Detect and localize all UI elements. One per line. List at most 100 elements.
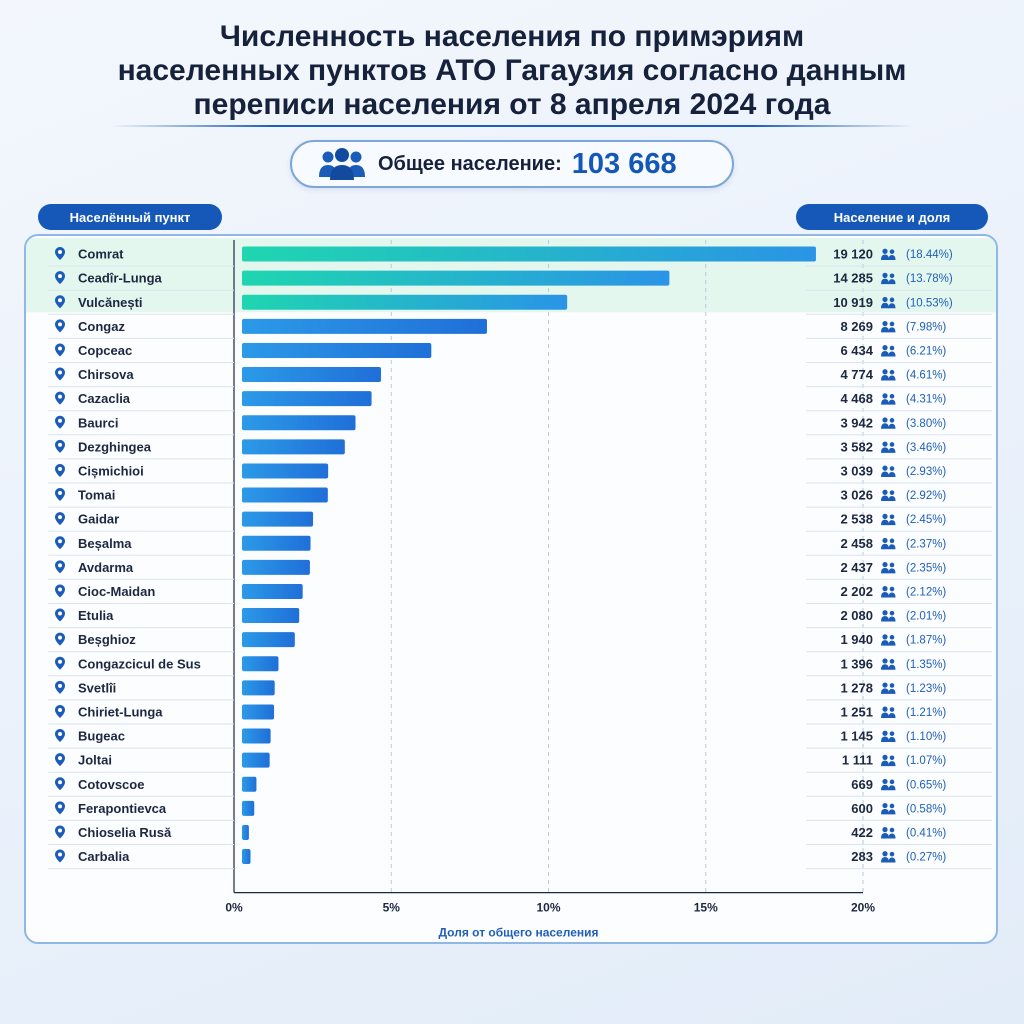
share-value: (1.07%) [906, 755, 946, 767]
bar-row: Congaz 8 269 (7.98%) [48, 318, 992, 339]
column-header-population: Население и доля [796, 204, 988, 230]
location-pin-icon [55, 825, 65, 839]
people-icon [881, 802, 896, 815]
share-value: (2.37%) [906, 538, 946, 550]
share-value: (2.92%) [906, 490, 946, 502]
title-divider [110, 125, 914, 127]
total-label: Общее население: [378, 152, 562, 175]
location-pin-icon [55, 584, 65, 598]
category-label: Chiriet-Lunga [78, 704, 163, 719]
bar-row: Svetlîi 1 278 (1.23%) [48, 680, 992, 701]
bar [242, 511, 314, 527]
share-value: (4.31%) [906, 394, 946, 406]
share-value: (1.87%) [906, 635, 946, 647]
bar-row: Cioc-Maidan 2 202 (2.12%) [48, 583, 992, 604]
location-pin-icon [55, 704, 65, 718]
population-value: 422 [851, 825, 873, 840]
share-value: (7.98%) [906, 321, 946, 333]
bar [242, 463, 329, 479]
bar [242, 583, 303, 599]
bar [242, 294, 568, 310]
bar [242, 535, 311, 551]
category-label: Gaidar [78, 512, 119, 527]
people-icon [881, 417, 896, 429]
location-pin-icon [55, 656, 65, 670]
bar [242, 704, 275, 720]
category-label: Joltai [78, 753, 112, 768]
people-icon [881, 658, 896, 670]
population-value: 283 [851, 849, 873, 864]
chart-panel: Comrat 19 120 (18.44%) Ceadîr-Lunga 14 285 (1… [24, 234, 998, 944]
population-value: 1 278 [840, 680, 873, 695]
population-value: 3 582 [840, 439, 873, 454]
people-icon [881, 827, 896, 839]
location-pin-icon [55, 608, 65, 622]
share-value: (1.23%) [906, 683, 946, 695]
share-value: (2.01%) [906, 611, 946, 623]
category-label: Etulia [78, 608, 114, 623]
population-value: 1 940 [840, 632, 873, 647]
bar [242, 656, 279, 672]
bar [242, 608, 300, 624]
bar [242, 487, 328, 503]
population-value: 3 026 [840, 488, 873, 503]
category-label: Beșghioz [78, 632, 136, 647]
bar-row: Avdarma 2 437 (2.35%) [48, 559, 992, 580]
share-value: (13.78%) [906, 273, 953, 285]
bar-row: Chiriet-Lunga 1 251 (1.21%) [48, 704, 992, 725]
total-value: 103 668 [571, 147, 677, 180]
category-label: Comrat [78, 247, 124, 262]
share-value: (0.65%) [906, 779, 946, 791]
x-tick-label: 5% [383, 901, 401, 915]
population-value: 14 285 [833, 271, 873, 286]
bar [242, 342, 432, 358]
share-value: (2.93%) [906, 466, 946, 478]
bar-row: Cișmichioi 3 039 (2.93%) [48, 463, 992, 484]
population-value: 8 269 [840, 319, 873, 334]
location-pin-icon [55, 415, 65, 429]
share-value: (1.10%) [906, 731, 946, 743]
category-label: Chirsova [78, 367, 134, 382]
x-tick-label: 20% [851, 901, 875, 915]
people-icon [881, 320, 896, 333]
location-pin-icon [55, 319, 65, 333]
bar-row: Joltai 1 111 (1.07%) [48, 752, 992, 773]
population-value: 19 120 [833, 247, 873, 262]
x-axis-title: Доля от общего населения [438, 926, 598, 940]
population-value: 4 468 [840, 391, 873, 406]
bar [242, 800, 255, 816]
share-value: (4.61%) [906, 370, 946, 382]
location-pin-icon [55, 777, 65, 791]
location-pin-icon [55, 560, 65, 574]
population-value: 1 396 [840, 656, 873, 671]
population-value: 3 039 [840, 463, 873, 478]
bar-row: Copceac 6 434 (6.21%) [48, 342, 992, 363]
bar-row: Carbalia 283 (0.27%) [48, 849, 992, 870]
bar [242, 391, 372, 407]
share-value: (2.45%) [906, 514, 946, 526]
bar [242, 728, 271, 744]
people-icon [881, 706, 896, 718]
category-label: Cișmichioi [78, 463, 144, 478]
people-icon [881, 561, 896, 574]
people-icon [881, 851, 896, 863]
share-value: (0.41%) [906, 827, 946, 839]
category-label: Cioc-Maidan [78, 584, 155, 599]
bar-row: Chirsova 4 774 (4.61%) [48, 367, 992, 388]
location-pin-icon [55, 753, 65, 767]
bar-row: Vulcănești 10 919 (10.53%) [48, 294, 992, 315]
bar [242, 415, 356, 431]
population-value: 1 251 [840, 704, 873, 719]
bar [242, 439, 345, 455]
x-tick-label: 15% [694, 901, 718, 915]
share-value: (18.44%) [906, 249, 953, 261]
bar-row: Beșghioz 1 940 (1.87%) [48, 632, 992, 653]
category-label: Beșalma [78, 536, 132, 551]
bar-row: Beșalma 2 458 (2.37%) [48, 535, 992, 556]
population-value: 1 111 [842, 753, 873, 768]
category-label: Congazcicul de Sus [78, 656, 201, 671]
people-icon [881, 345, 896, 357]
bar [242, 680, 275, 696]
column-header-locality: Населённый пункт [38, 204, 222, 230]
category-label: Carbalia [78, 849, 130, 864]
